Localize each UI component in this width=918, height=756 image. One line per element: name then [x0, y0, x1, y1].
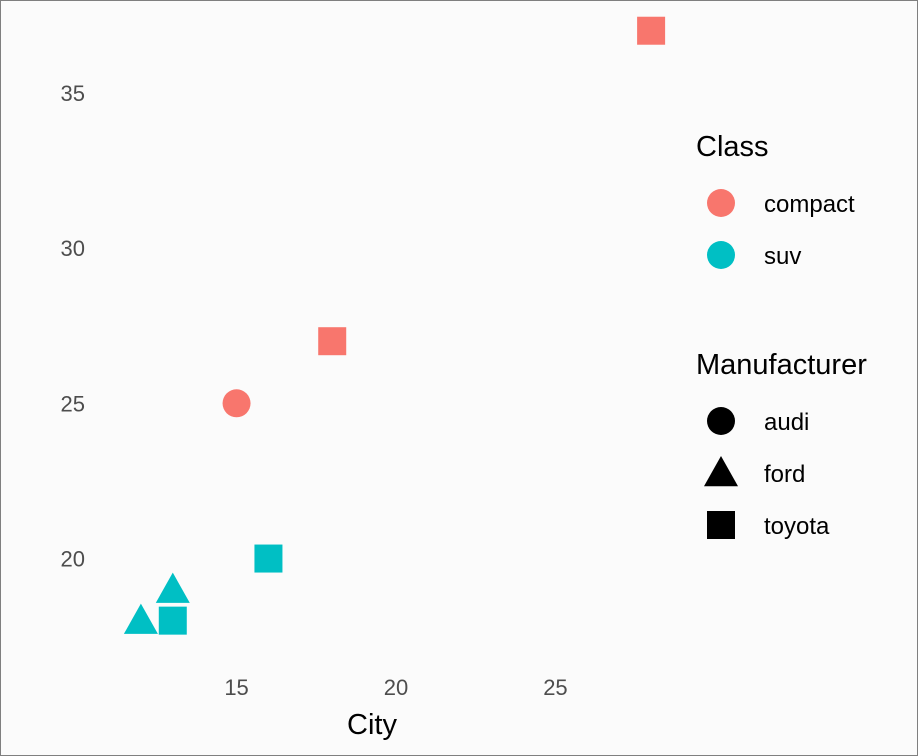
manufacturer-legend: Manufacturer audi ford toyota: [696, 349, 867, 540]
y-tick-label: 30: [61, 236, 85, 261]
y-tick-labels: 20 25 30 35: [61, 81, 85, 572]
class-legend: Class compact suv: [696, 131, 855, 270]
legend-key-audi: [707, 407, 735, 435]
legend-label-compact: compact: [764, 191, 855, 218]
legend-label-suv: suv: [764, 243, 801, 270]
y-tick-label: 20: [61, 547, 85, 572]
data-point-suv-ford: [123, 603, 158, 634]
manufacturer-legend-title: Manufacturer: [696, 349, 867, 381]
legend-key-toyota: [707, 511, 735, 539]
data-point-suv-ford: [155, 572, 190, 603]
y-tick-label: 25: [61, 391, 85, 416]
data-point-compact-toyota: [637, 16, 666, 45]
legend-key-compact: [707, 189, 735, 217]
x-tick-label: 20: [384, 675, 408, 700]
legend-label-ford: ford: [764, 461, 805, 488]
y-tick-label: 35: [61, 81, 85, 106]
data-point-compact-audi: [222, 389, 251, 418]
data-point-compact-toyota: [318, 327, 347, 356]
data-point-suv-toyota: [158, 606, 187, 635]
data-point-suv-toyota: [254, 544, 283, 573]
legend-label-toyota: toyota: [764, 513, 830, 540]
legend-key-ford: [704, 456, 738, 487]
x-axis-title: City: [347, 709, 397, 741]
class-legend-title: Class: [696, 131, 769, 163]
x-tick-label: 25: [543, 675, 567, 700]
x-tick-labels: 15 20 25: [224, 675, 567, 700]
legend-key-suv: [707, 241, 735, 269]
legend-label-audi: audi: [764, 409, 809, 436]
x-tick-label: 15: [224, 675, 248, 700]
data-points: [123, 16, 666, 635]
